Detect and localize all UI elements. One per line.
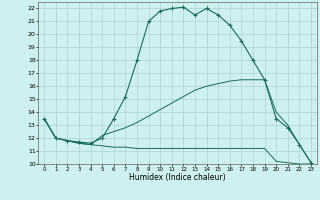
X-axis label: Humidex (Indice chaleur): Humidex (Indice chaleur) xyxy=(129,173,226,182)
